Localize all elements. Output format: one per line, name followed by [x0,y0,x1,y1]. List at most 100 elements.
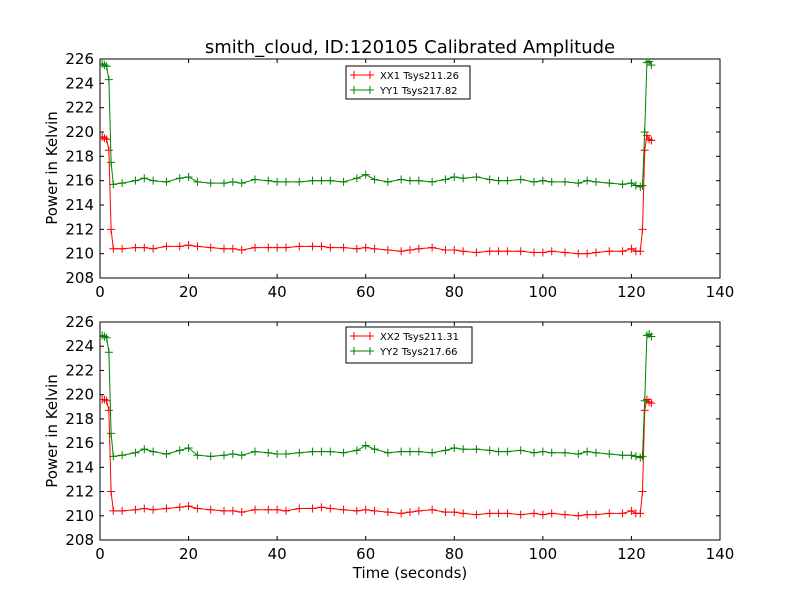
series-point [472,248,481,257]
y-tick-label: 214 [65,458,94,476]
series-point [131,176,140,185]
x-tick-label: 140 [706,283,735,301]
series-point [547,177,556,186]
series-point [184,173,193,182]
series-point [638,452,647,461]
y-tick-label: 212 [65,483,94,501]
series-point [605,247,614,256]
series-point [308,447,317,456]
series-point [383,508,392,517]
series-point [516,510,525,519]
series-point [109,180,118,189]
series-point [459,247,468,256]
series-point [184,443,193,452]
series-point [118,179,127,188]
series-point [264,505,273,514]
series-point [131,448,140,457]
series-point [428,243,437,252]
series-point [450,173,459,182]
series-point [273,450,282,459]
series-point [441,508,450,517]
series-point [193,504,202,513]
x-tick-label: 100 [529,283,558,301]
x-tick-label: 40 [268,283,287,301]
series-point [538,176,547,185]
y-tick-label: 220 [65,386,94,404]
series-point [107,225,116,234]
series-point [107,158,116,167]
series-point [383,177,392,186]
legend-marker [366,71,374,79]
series-point [140,174,149,183]
series-point [414,447,423,456]
series-point [149,505,158,514]
series-point [640,396,649,405]
series-point [574,179,583,188]
series-point [530,248,538,257]
series-point [485,175,494,184]
series-point [162,450,171,459]
series-point [102,135,111,144]
x-tick-label: 120 [617,545,646,563]
series-point [583,249,592,258]
series-point [428,177,437,186]
series-point [118,451,127,460]
series-point [104,75,113,84]
series-group [100,330,656,520]
series-point [592,177,600,186]
series-point [326,447,335,456]
series-point [636,509,645,518]
series-point [592,248,600,257]
series-point [530,509,538,518]
series-point [317,242,326,251]
series-point [583,176,592,185]
legend-label: YY2 Tsys217.66 [379,347,458,358]
series-point [547,448,556,457]
series-point [414,506,423,515]
series-point [638,181,647,190]
series-point [574,249,583,258]
series-point [592,448,600,457]
series-point [485,509,494,518]
legend-label: YY1 Tsys217.82 [379,86,458,97]
series-point [140,504,149,513]
series-point [149,244,158,253]
series-point [397,175,406,184]
x-tick-label: 0 [95,283,105,301]
series-point [104,146,113,155]
legend-label: XX2 Tsys211.31 [380,332,459,343]
series-point [605,179,614,188]
series-point [516,446,525,455]
series-point [162,504,171,513]
series-point [397,447,406,456]
series-point [547,509,556,518]
series-point [494,247,503,256]
series-point [308,504,317,513]
series-point [175,242,184,251]
series-point [494,176,503,185]
series-point [308,176,317,185]
series-point [450,508,459,517]
x-tick-label: 0 [95,545,105,563]
series-point [282,177,290,186]
series-point [237,451,246,460]
series-point [503,509,512,518]
series-point [503,447,512,456]
series-point [397,509,406,518]
legend-box [345,326,473,364]
series-point [485,247,494,256]
series-point [228,244,237,253]
legend: XX1 Tsys211.26 YY1 Tsys217.82 [345,65,471,100]
y-tick-label: 222 [65,99,94,117]
series-point [406,508,414,517]
series-point [109,244,118,253]
series-point [107,487,116,496]
series-point [282,450,290,459]
series-point [397,247,406,256]
series-point [109,506,118,515]
series-point [308,242,317,251]
series-point [352,244,361,253]
series-point [441,246,450,255]
series-point [339,177,348,186]
series-point [605,450,614,459]
